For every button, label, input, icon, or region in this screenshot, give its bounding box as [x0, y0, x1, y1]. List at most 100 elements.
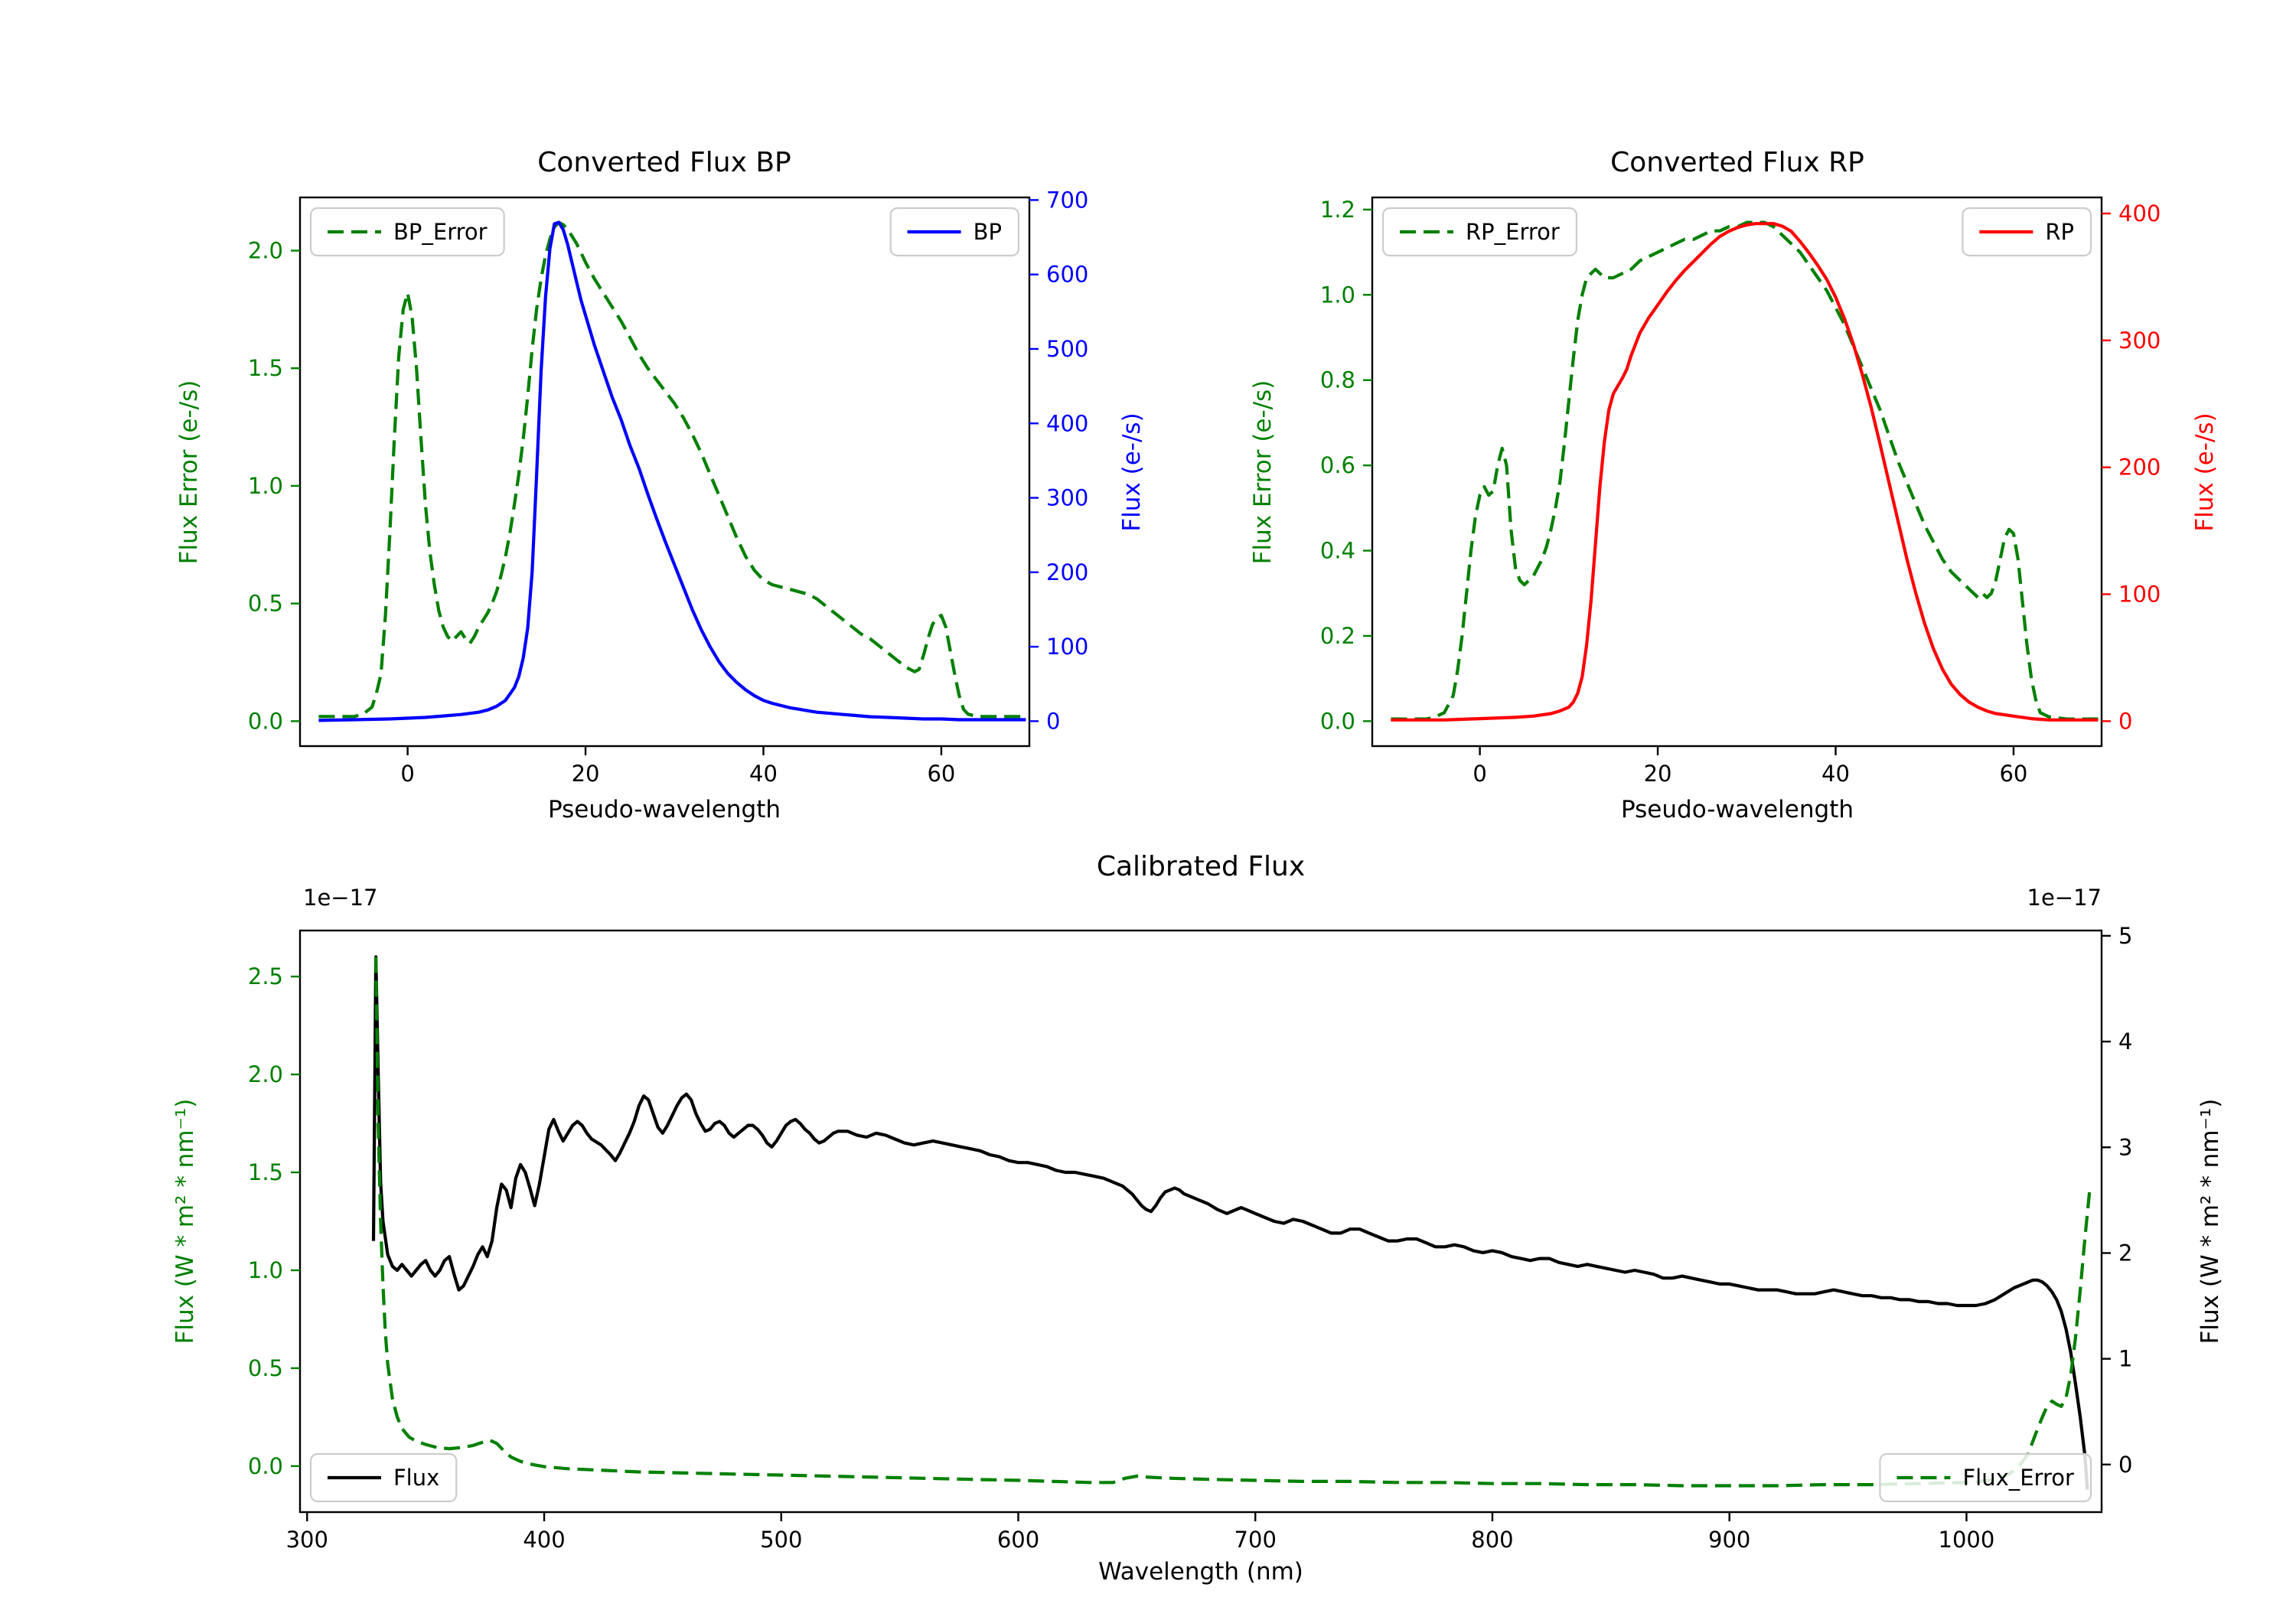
- x-tick-label: 800: [1471, 1527, 1513, 1553]
- x-tick-label: 500: [760, 1527, 802, 1553]
- legend-Flux_Error: Flux_Error: [1879, 1452, 2092, 1503]
- right-ticks-cal: 0 1 2 3 4 5: [2102, 923, 2132, 1478]
- cal-ylabel-left: Flux (W * m² * nm⁻¹): [171, 1098, 199, 1345]
- legend-label-BP: BP: [974, 219, 1002, 245]
- series-RP: [1391, 222, 2099, 722]
- legend-BP_Error: BP_Error: [309, 207, 505, 257]
- left-tick-label: 0.0: [248, 708, 283, 734]
- right-tick-label: 1: [2118, 1346, 2132, 1372]
- x-tick-label: 0: [400, 761, 414, 787]
- bp-ylabel-left: Flux Error (e-/s): [175, 380, 203, 565]
- rp-ylabel-right: Flux (e-/s): [2191, 412, 2219, 532]
- right-tick-label: 0: [2118, 1452, 2132, 1478]
- x-tick-label: 600: [997, 1527, 1039, 1553]
- left-ticks-cal: 0.0 0.5 1.0 1.5 2.0 2.5: [248, 963, 300, 1479]
- chart-bp: 0 20 40 60 0.0 0.5 1.0 1.5 2.0 0 100 200 300 400 500 60…: [248, 187, 1088, 787]
- x-ticks-bp: 0 20 40 60: [400, 746, 955, 787]
- x-tick-label: 60: [927, 761, 955, 787]
- right-tick-label: 400: [2118, 200, 2161, 227]
- legend-RP_Error: RP_Error: [1381, 207, 1578, 257]
- right-tick-label: 500: [1046, 336, 1088, 362]
- right-tick-label: 0: [1046, 708, 1060, 734]
- series-BP_Error: [318, 220, 1026, 719]
- legend-label-Flux: Flux: [393, 1465, 439, 1491]
- series-RP_Error: [1391, 220, 2099, 721]
- bp-title: Converted Flux BP: [537, 147, 791, 178]
- left-tick-label: 1.2: [1320, 197, 1355, 223]
- right-tick-label: 4: [2118, 1028, 2132, 1054]
- x-tick-label: 20: [572, 761, 600, 787]
- left-tick-label: 1.0: [248, 473, 283, 499]
- cal-title: Calibrated Flux: [1096, 851, 1306, 882]
- right-tick-label: 100: [2118, 582, 2161, 608]
- left-tick-label: 1.0: [1320, 282, 1355, 308]
- bp-ylabel-right: Flux (e-/s): [1118, 412, 1146, 532]
- right-tick-label: 300: [2118, 328, 2161, 354]
- chart-cal: 300 400 500 600 700 800 900 1000 0.0 0.5 1.0 1.5 2.0…: [248, 923, 2133, 1553]
- legend-RP: RP: [1962, 207, 2092, 257]
- right-tick-label: 5: [2118, 923, 2132, 949]
- x-tick-label: 60: [1999, 761, 2027, 787]
- series-Flux: [371, 955, 2089, 1490]
- right-tick-label: 3: [2118, 1134, 2132, 1160]
- plot-border-rp: [1371, 196, 2103, 748]
- x-ticks-cal: 300 400 500 600 700 800 900 1000: [286, 1512, 1995, 1553]
- legend-label-BP_Error: BP_Error: [393, 219, 488, 245]
- left-tick-label: 0.6: [1320, 452, 1355, 478]
- cal-offset-right: 1e−17: [2027, 885, 2102, 911]
- right-tick-label: 200: [1046, 559, 1088, 585]
- x-tick-label: 300: [286, 1527, 328, 1553]
- left-tick-label: 2.5: [248, 963, 283, 989]
- x-tick-label: 400: [523, 1527, 565, 1553]
- rp-xlabel: Pseudo-wavelength: [1620, 796, 1854, 823]
- left-tick-label: 0.2: [1320, 623, 1355, 649]
- x-tick-label: 0: [1473, 761, 1486, 787]
- left-tick-label: 0.5: [248, 1355, 283, 1381]
- plot-border-cal: [298, 929, 2103, 1514]
- legend-BP: BP: [889, 207, 1020, 257]
- right-ticks-rp: 0 100 200 300 400: [2102, 200, 2161, 734]
- legend-label-RP_Error: RP_Error: [1466, 219, 1560, 245]
- cal-offset-left: 1e−17: [303, 885, 378, 911]
- series-Flux_Error: [374, 957, 2092, 1488]
- x-tick-label: 40: [1821, 761, 1850, 787]
- right-tick-label: 0: [2118, 708, 2132, 734]
- left-tick-label: 2.0: [248, 237, 283, 263]
- right-tick-label: 600: [1046, 262, 1088, 288]
- left-tick-label: 0.0: [248, 1453, 283, 1479]
- right-ticks-bp: 0 100 200 300 400 500 600 700: [1029, 187, 1088, 734]
- right-tick-label: 100: [1046, 634, 1088, 660]
- right-tick-label: 2: [2118, 1240, 2132, 1266]
- left-ticks-bp: 0.0 0.5 1.0 1.5 2.0: [248, 237, 300, 734]
- legend-Flux: Flux: [309, 1452, 458, 1503]
- series-BP: [318, 220, 1026, 722]
- rp-ylabel-left: Flux Error (e-/s): [1249, 380, 1277, 565]
- x-ticks-rp: 0 20 40 60: [1473, 746, 2027, 787]
- right-tick-label: 200: [2118, 455, 2161, 481]
- left-tick-label: 0.5: [248, 591, 283, 617]
- x-tick-label: 900: [1708, 1527, 1750, 1553]
- left-tick-label: 0.0: [1320, 708, 1355, 734]
- chart-rp: 0 20 40 60 0.0 0.2 0.4 0.6 0.8 1.0 1.2 0 100 200 300 40…: [1320, 196, 2161, 787]
- right-tick-label: 700: [1046, 187, 1088, 213]
- plot-border-bp: [298, 196, 1031, 748]
- x-tick-label: 700: [1234, 1527, 1277, 1553]
- left-tick-label: 0.8: [1320, 367, 1355, 393]
- left-tick-label: 0.4: [1320, 538, 1355, 564]
- bp-xlabel: Pseudo-wavelength: [547, 796, 781, 823]
- right-tick-label: 300: [1046, 485, 1088, 511]
- rp-title: Converted Flux RP: [1610, 147, 1864, 178]
- x-tick-label: 20: [1644, 761, 1672, 787]
- legend-label-Flux_Error: Flux_Error: [1962, 1465, 2074, 1491]
- x-tick-label: 1000: [1939, 1527, 1995, 1553]
- left-tick-label: 1.5: [248, 1159, 283, 1185]
- x-tick-label: 40: [749, 761, 778, 787]
- cal-ylabel-right: Flux (W * m² * nm⁻¹): [2197, 1098, 2224, 1345]
- left-ticks-rp: 0.0 0.2 0.4 0.6 0.8 1.0 1.2: [1320, 197, 1372, 734]
- cal-xlabel: Wavelength (nm): [1098, 1558, 1303, 1586]
- legend-label-RP: RP: [2045, 219, 2074, 245]
- left-tick-label: 2.0: [248, 1061, 283, 1087]
- right-tick-label: 400: [1046, 410, 1088, 436]
